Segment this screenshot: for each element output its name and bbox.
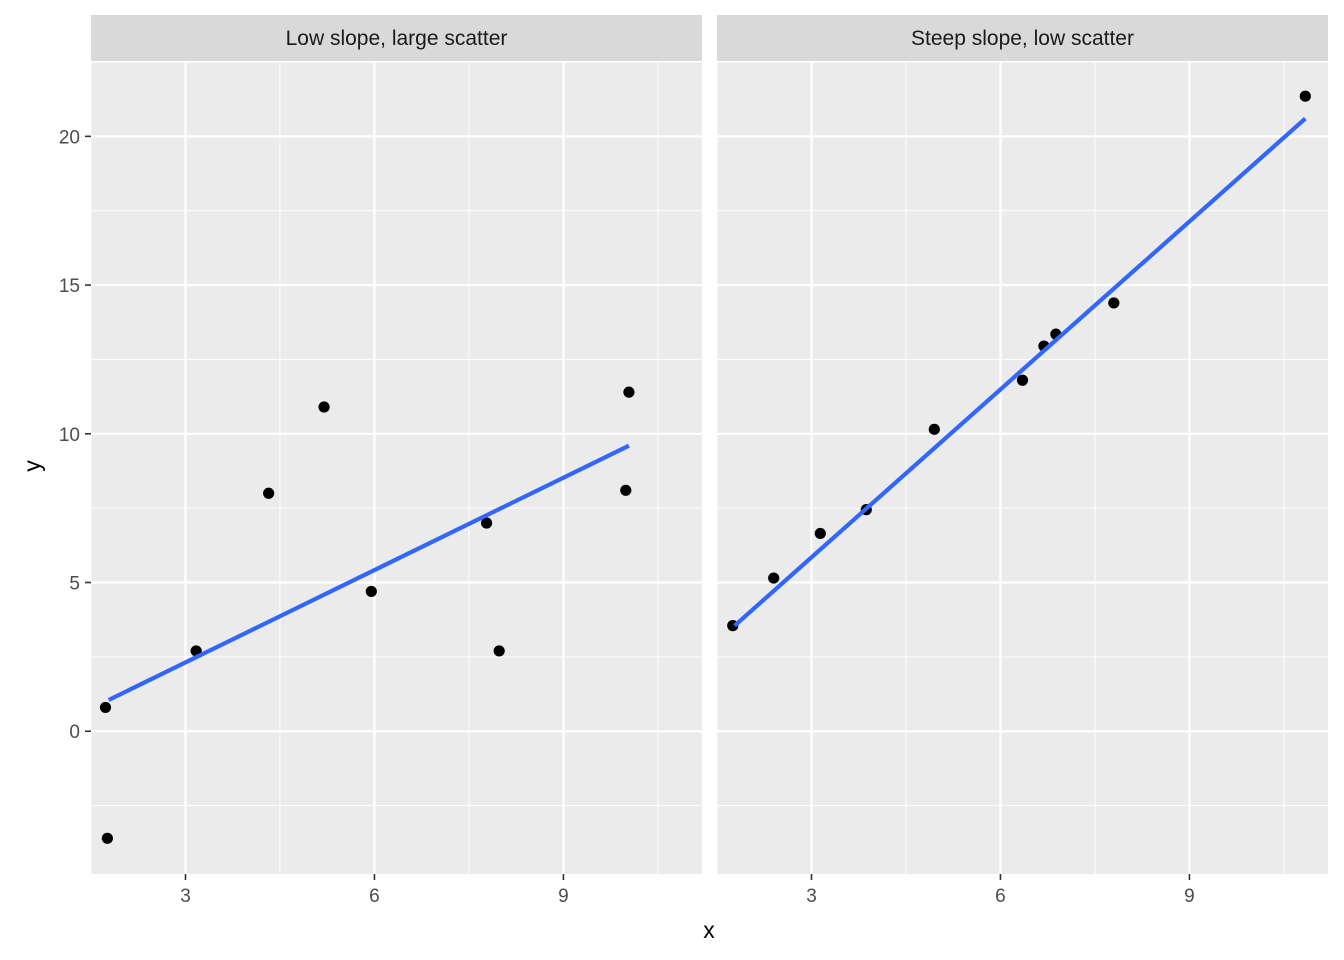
y-tick-label: 20 <box>59 127 80 148</box>
facet-title: Steep slope, low scatter <box>911 27 1134 50</box>
y-tick-label: 0 <box>69 722 80 743</box>
data-point <box>263 487 275 499</box>
fit-line <box>733 116 1307 628</box>
data-point <box>493 645 505 657</box>
facet-title: Low slope, large scatter <box>286 27 508 50</box>
data-point <box>1016 374 1029 386</box>
data-point <box>101 832 113 844</box>
fit-line <box>107 443 630 702</box>
panel-2: Steep slope, low scatter 3 6 9 <box>716 15 1328 907</box>
data-point <box>480 517 493 529</box>
data-point <box>365 585 377 598</box>
data-point <box>623 386 635 398</box>
y-tick-label: 5 <box>69 574 80 595</box>
x-tick-label: 6 <box>369 886 380 907</box>
x-tick-label: 9 <box>1184 886 1195 907</box>
data-point <box>1299 90 1311 102</box>
facet-strip <box>717 15 1328 61</box>
data-point <box>928 423 940 435</box>
facet-strip <box>91 15 702 61</box>
data-point <box>99 701 112 714</box>
panel-background <box>717 62 1328 874</box>
data-point <box>620 484 632 496</box>
y-tick-label: 15 <box>59 276 80 297</box>
data-point <box>814 527 826 540</box>
x-tick-label: 3 <box>806 886 817 907</box>
y-axis-title: y <box>19 460 45 472</box>
x-tick-label: 9 <box>558 886 569 907</box>
panel-background <box>91 62 702 874</box>
panel-1: Low slope, large scatter 3 6 9 0 5 10 15 20 <box>59 15 702 907</box>
data-point <box>1108 297 1120 309</box>
data-point <box>318 401 330 413</box>
x-tick-label: 3 <box>180 886 191 907</box>
y-tick-label: 10 <box>59 425 80 446</box>
data-point <box>768 572 780 584</box>
x-axis-title: x <box>703 917 715 943</box>
x-tick-label: 6 <box>995 886 1006 907</box>
